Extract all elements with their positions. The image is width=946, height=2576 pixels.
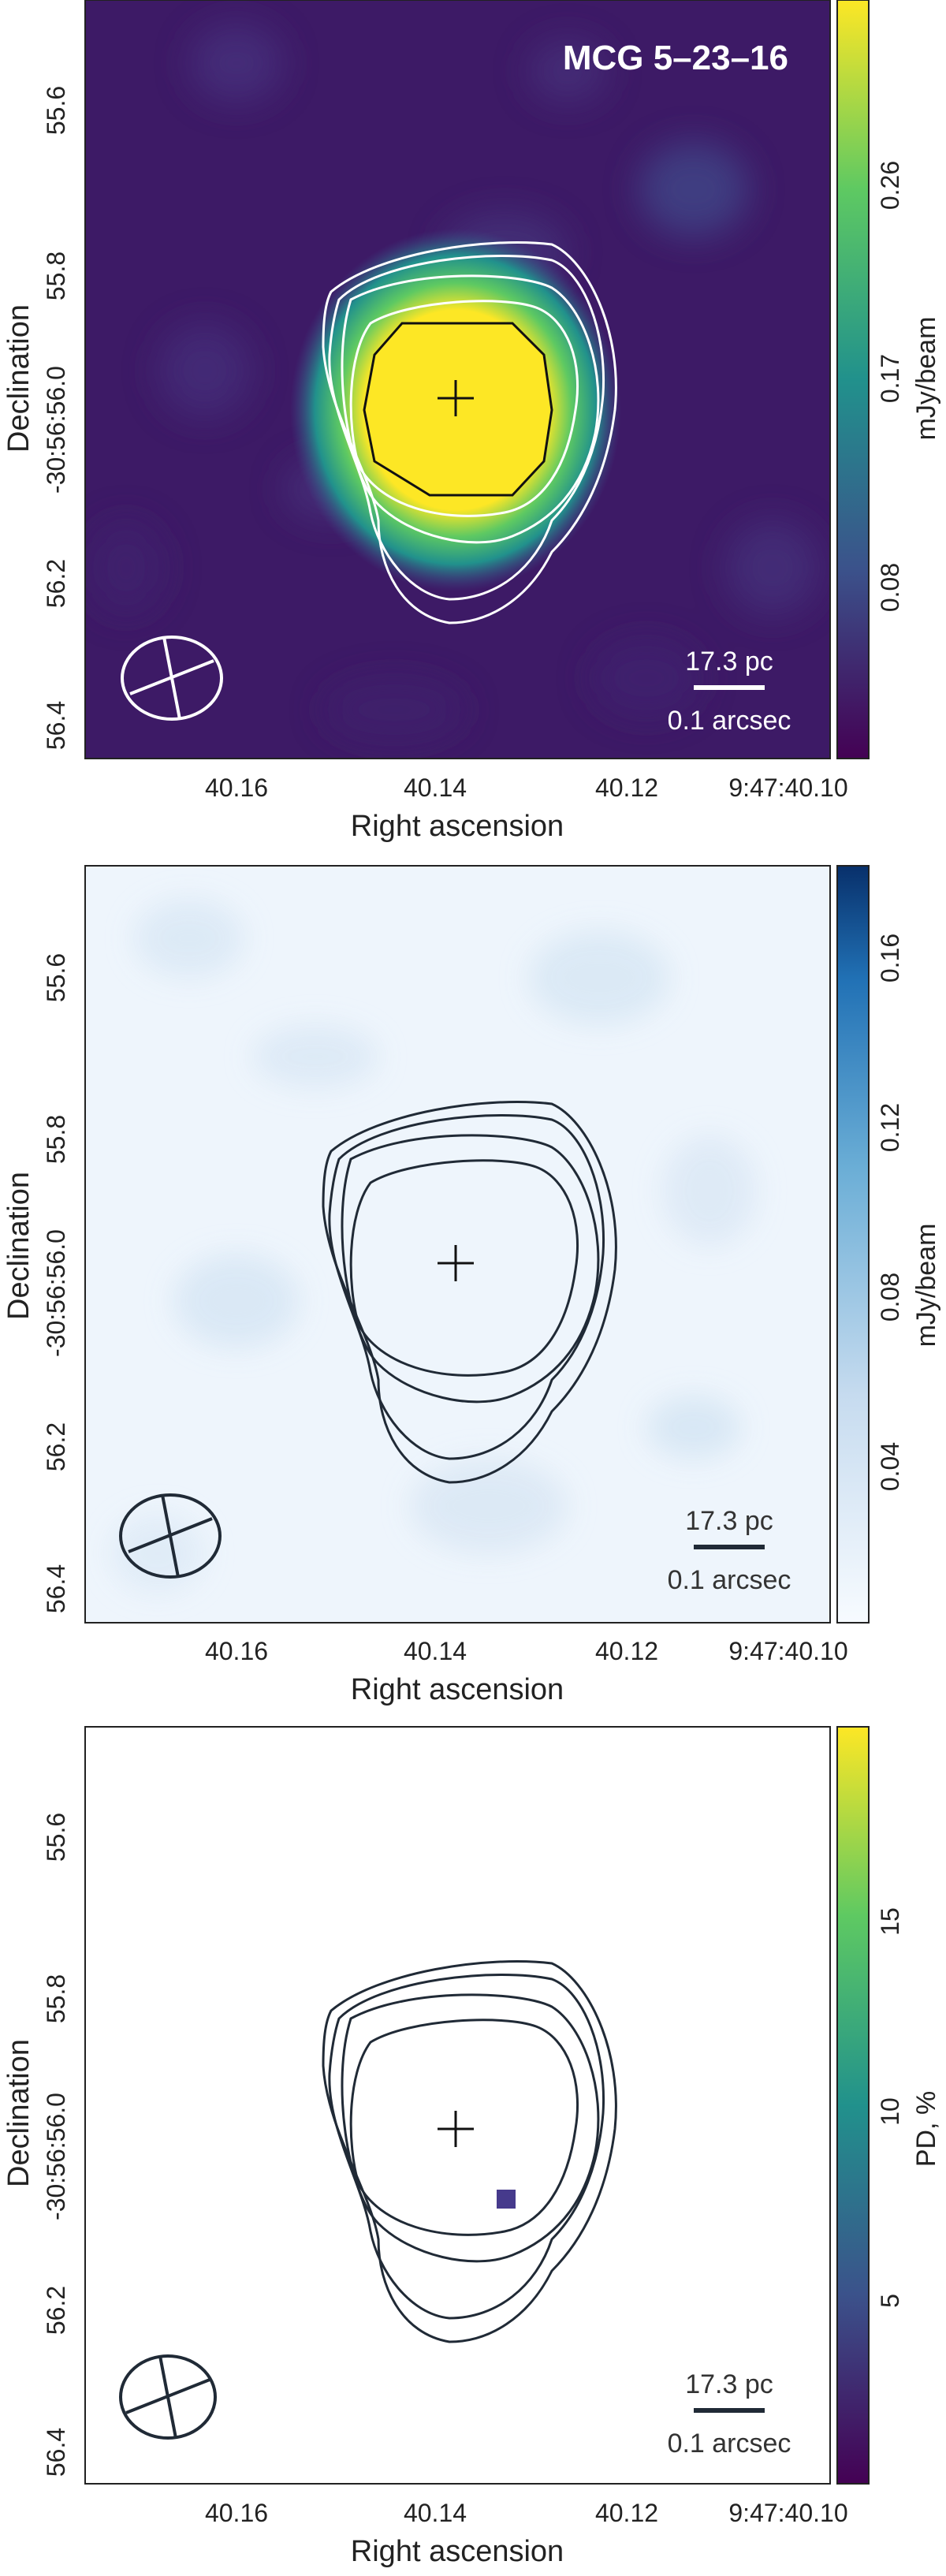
panel-2-core-marker <box>438 1245 474 1281</box>
panel-1-cbar-tick-2: 0.26 <box>876 161 904 210</box>
panel-3-xlabel: Right ascension <box>351 2535 564 2568</box>
panel-1-source-core <box>363 322 553 497</box>
panel-2-cbar-tick-2: 0.12 <box>876 1103 904 1152</box>
panel-3-xtick-2: 40.12 <box>595 2499 658 2527</box>
panel-2-ytick-3: 56.2 <box>42 1422 70 1471</box>
panel-1-xtick-2: 40.12 <box>595 774 658 802</box>
panel-2-chart: 17.3 pc 0.1 arcsec 0.04 0.08 0.12 0.16 m… <box>2 865 941 1706</box>
panel-2-cbar-tick-0: 0.04 <box>876 1442 904 1491</box>
panel-3-colorbar-ticks: 5 10 15 <box>876 1907 904 2308</box>
panel-1-scale-angular: 0.1 arcsec <box>668 706 791 736</box>
panel-1-y-ticks: 55.6 55.8 -30:56:56.0 56.2 56.4 <box>42 86 70 750</box>
panel-1-xtick-3: 9:47:40.10 <box>728 774 847 802</box>
panel-3-core-marker <box>438 2111 474 2147</box>
panel-3-cbar-tick-2: 15 <box>876 1907 904 1936</box>
panel-3-y-ticks: 55.6 55.8 -30:56:56.0 56.2 56.4 <box>42 1813 70 2477</box>
panel-2-xtick-2: 40.12 <box>595 1637 658 1665</box>
panel-1-xlabel: Right ascension <box>351 810 564 843</box>
panel-2-ytick-4: 56.4 <box>42 1564 70 1613</box>
panel-2-colorbar <box>836 865 870 1624</box>
panel-3-xtick-0: 40.16 <box>205 2499 268 2527</box>
panel-1-ytick-2: -30:56:56.0 <box>42 366 70 494</box>
panel-1-ytick-0: 55.6 <box>42 86 70 135</box>
panel-1-colorbar <box>836 0 870 759</box>
panel-2-cbar-tick-3: 0.16 <box>876 934 904 982</box>
panel-1-cbar-tick-0: 0.08 <box>876 563 904 612</box>
panel-3-chart: 17.3 pc 0.1 arcsec 5 10 15 PD, % 55.6 55… <box>2 1726 941 2568</box>
panel-3-pd-pixel <box>497 2190 516 2209</box>
panel-1-beam-icon <box>121 636 223 721</box>
panel-2-ytick-1: 55.8 <box>42 1115 70 1164</box>
panel-3-frame <box>84 1726 831 2485</box>
panel-3-scale-bar: 17.3 pc 0.1 arcsec <box>668 2369 791 2459</box>
panel-1-ytick-3: 56.2 <box>42 559 70 608</box>
panel-1-chart: MCG 5–23–16 17.3 pc 0.1 arcsec 0.08 0.17… <box>2 0 941 843</box>
panel-1-scale-physical: 17.3 pc <box>685 647 773 677</box>
panel-2-scale-physical: 17.3 pc <box>685 1506 773 1536</box>
panel-2-ytick-2: -30:56:56.0 <box>42 1229 70 1357</box>
panel-2-y-ticks: 55.6 55.8 -30:56:56.0 56.2 56.4 <box>42 953 70 1613</box>
panel-1-xtick-1: 40.14 <box>404 774 467 802</box>
panel-3-ytick-1: 55.8 <box>42 1974 70 2023</box>
panel-3-contours <box>322 1960 617 2343</box>
panel-1-frame <box>84 0 831 759</box>
panel-2-contours <box>322 1101 617 1484</box>
panel-3-xtick-3: 9:47:40.10 <box>728 2499 847 2527</box>
panel-2-frame <box>84 865 831 1624</box>
panel-2-xtick-1: 40.14 <box>404 1637 467 1665</box>
panel-3-colorbar <box>836 1726 870 2485</box>
panel-1-colorbar-label: mJy/beam <box>911 317 941 441</box>
panel-1-xtick-0: 40.16 <box>205 774 268 802</box>
panel-2-ylabel: Declination <box>2 1172 35 1320</box>
panel-3-ytick-3: 56.2 <box>42 2286 70 2335</box>
panel-2-xlabel: Right ascension <box>351 1673 564 1706</box>
panel-3-beam-icon <box>119 2354 217 2440</box>
panel-2-beam-icon <box>119 1493 222 1579</box>
panel-3-scale-physical: 17.3 pc <box>685 2369 773 2399</box>
panel-2-colorbar-ticks: 0.04 0.08 0.12 0.16 <box>876 934 904 1491</box>
panel-3-colorbar-label: PD, % <box>911 2091 941 2167</box>
panel-3-ylabel: Declination <box>2 2039 35 2187</box>
panel-3-cbar-tick-0: 5 <box>876 2294 904 2308</box>
panel-1-scale-bar: 17.3 pc 0.1 arcsec <box>668 647 791 736</box>
panel-3-plot-area <box>85 1727 830 2484</box>
panel-1-colorbar-ticks: 0.08 0.17 0.26 <box>876 161 904 612</box>
panel-3-x-ticks: 40.16 40.14 40.12 9:47:40.10 <box>205 2499 848 2527</box>
panel-2-cbar-tick-1: 0.08 <box>876 1273 904 1322</box>
panel-2-ytick-0: 55.6 <box>42 953 70 1002</box>
panel-3-scale-angular: 0.1 arcsec <box>668 2429 791 2459</box>
panel-1-cbar-tick-1: 0.17 <box>876 354 904 403</box>
panel-1-ylabel: Declination <box>2 304 35 453</box>
panel-3-ytick-4: 56.4 <box>42 2428 70 2477</box>
panel-2-xtick-0: 40.16 <box>205 1637 268 1665</box>
panel-1-contours <box>322 241 617 624</box>
panel-1-core-marker <box>438 380 474 416</box>
panel-3-xtick-1: 40.14 <box>404 2499 467 2527</box>
panel-1-ytick-1: 55.8 <box>42 252 70 300</box>
panel-3-ytick-2: -30:56:56.0 <box>42 2093 70 2220</box>
panel-1-ytick-4: 56.4 <box>42 701 70 750</box>
panel-2-scale-bar: 17.3 pc 0.1 arcsec <box>668 1506 791 1595</box>
panel-3-ytick-0: 55.6 <box>42 1813 70 1862</box>
panel-1-x-ticks: 40.16 40.14 40.12 9:47:40.10 <box>205 774 848 802</box>
panel-3-cbar-tick-1: 10 <box>876 2097 904 2126</box>
panel-2-x-ticks: 40.16 40.14 40.12 9:47:40.10 <box>205 1637 848 1665</box>
panel-2-scale-angular: 0.1 arcsec <box>668 1565 791 1595</box>
panel-1-source-title: MCG 5–23–16 <box>563 39 788 77</box>
panel-2-colorbar-label: mJy/beam <box>911 1224 941 1348</box>
panel-2-xtick-3: 9:47:40.10 <box>728 1637 847 1665</box>
